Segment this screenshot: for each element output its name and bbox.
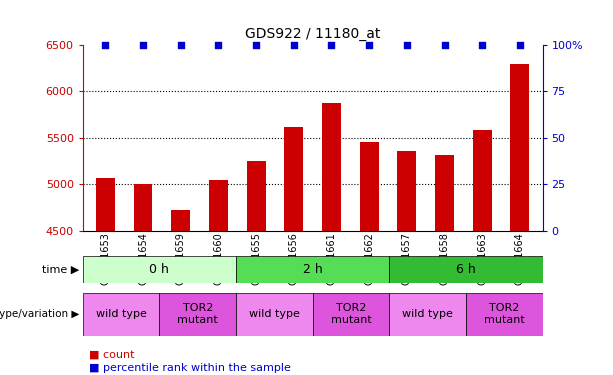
Point [289, 42, 299, 48]
Text: wild type: wild type [249, 309, 300, 319]
Text: time ▶: time ▶ [42, 265, 80, 274]
Text: ■ count: ■ count [89, 350, 134, 359]
Point [440, 42, 449, 48]
Bar [473, 130, 492, 231]
Bar [284, 127, 303, 231]
Bar [466, 292, 543, 336]
Bar [435, 156, 454, 231]
Bar [209, 180, 228, 231]
Bar [134, 184, 153, 231]
Bar [83, 292, 159, 336]
Bar [389, 292, 466, 336]
Bar [313, 292, 389, 336]
Text: 6 h: 6 h [456, 263, 476, 276]
Point [478, 42, 487, 48]
Point [213, 42, 223, 48]
Bar [360, 141, 379, 231]
Bar [322, 104, 341, 231]
Text: TOR2
mutant: TOR2 mutant [177, 303, 218, 325]
Bar [389, 256, 543, 283]
Point [251, 42, 261, 48]
Bar [511, 64, 529, 231]
Text: wild type: wild type [402, 309, 453, 319]
Point [364, 42, 374, 48]
Text: TOR2
mutant: TOR2 mutant [330, 303, 371, 325]
Point [402, 42, 412, 48]
Point [101, 42, 110, 48]
Title: GDS922 / 11180_at: GDS922 / 11180_at [245, 27, 380, 41]
Text: wild type: wild type [96, 309, 147, 319]
Bar [96, 178, 115, 231]
Bar [159, 292, 236, 336]
Bar [83, 256, 236, 283]
Point [138, 42, 148, 48]
Bar [236, 292, 313, 336]
Point [176, 42, 186, 48]
Bar [246, 161, 265, 231]
Text: ■ percentile rank within the sample: ■ percentile rank within the sample [89, 363, 291, 373]
Point [515, 42, 525, 48]
Bar [171, 210, 190, 231]
Text: 2 h: 2 h [303, 263, 322, 276]
Bar [236, 256, 389, 283]
Text: genotype/variation ▶: genotype/variation ▶ [0, 309, 80, 319]
Bar [397, 151, 416, 231]
Text: TOR2
mutant: TOR2 mutant [484, 303, 525, 325]
Point [327, 42, 337, 48]
Text: 0 h: 0 h [150, 263, 169, 276]
